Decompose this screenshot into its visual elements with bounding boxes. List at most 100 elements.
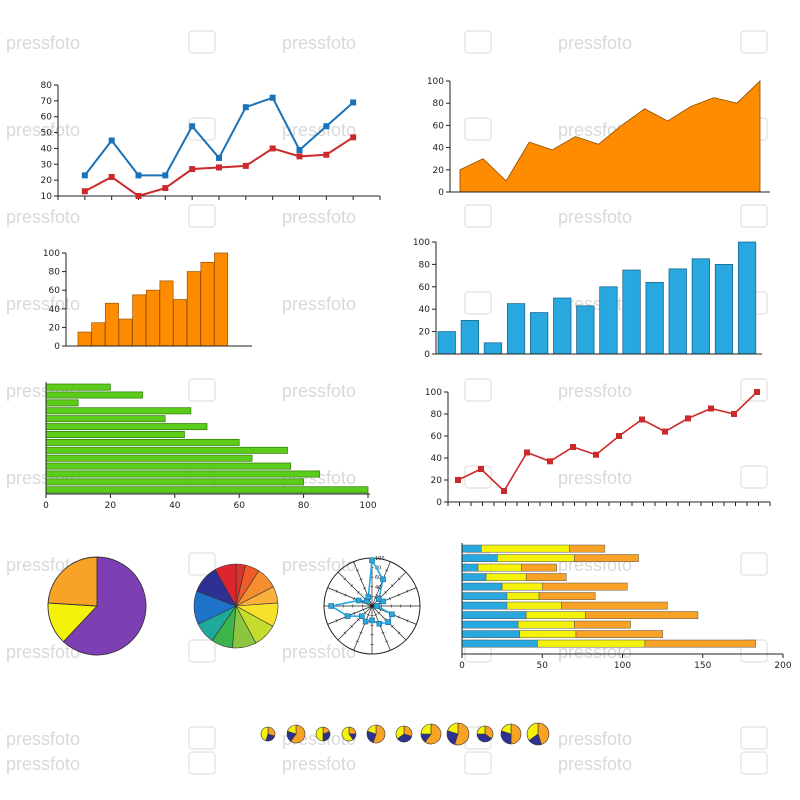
line-two-series-y-tick-label: 50 [41, 129, 53, 139]
radar-point [344, 613, 351, 619]
stacked-hbar-segment-series-0 [461, 563, 479, 572]
chart-line-two-series: 10 20 30 40 50 60 70 80 [41, 81, 381, 202]
radar-point [376, 620, 383, 627]
watermark-logo-icon [188, 378, 216, 402]
watermark-logo-icon [464, 291, 492, 315]
radar-tick [355, 569, 359, 572]
radar-point [362, 618, 369, 625]
line-two-series-point [135, 172, 142, 179]
radar-tick [391, 584, 394, 587]
radar-tick [362, 608, 364, 612]
hbar-green-x-tick-label: 100 [359, 501, 376, 511]
stacked-hbar-segment-series-0 [461, 544, 482, 553]
stacked-hbar-segment-series-0 [461, 592, 508, 600]
line-two-series-y-tick-label: 30 [41, 160, 53, 170]
hbar-green-bar [45, 470, 321, 478]
radar-tick [406, 589, 409, 593]
pie-rainbow-slice [214, 563, 237, 608]
line-two-series-point [135, 193, 142, 199]
watermark-logo-icon [740, 465, 768, 489]
watermark-logo-icon [740, 204, 768, 228]
mini-pie-3-slice [341, 726, 354, 742]
watermark-text: pressfoto [558, 754, 632, 774]
watermark-logo-icon [188, 117, 216, 141]
hbar-green-bar [45, 478, 304, 486]
hbar-green-x-tick-label: 60 [233, 501, 245, 511]
stacked-hbar-segment-series-2 [521, 563, 557, 572]
radar-tick [385, 640, 389, 643]
line-two-series-point [81, 172, 88, 179]
watermark-logo-icon [740, 726, 768, 750]
line-red-point [593, 451, 599, 458]
line-two-series-y-tick-label: 80 [41, 81, 53, 91]
watermark-text: pressfoto [282, 294, 356, 314]
line-red-point [524, 449, 530, 456]
stacked-hbar-segment-series-0 [461, 582, 503, 591]
hbar-green-bar [45, 462, 292, 470]
watermark-logo-icon [464, 751, 492, 775]
stacked-hbar-segment-series-2 [585, 611, 699, 619]
radar-r-tick-label: 80 [375, 566, 381, 572]
radar-tick [384, 591, 387, 594]
stacked-hbar-segment-series-2 [561, 601, 668, 610]
watermark-layer: pressfoto pressfoto pressfoto pressfoto pres… [6, 30, 768, 775]
hbar-green-bar [45, 391, 143, 399]
hbar-green-bar [45, 383, 111, 391]
chart-mini-pies [260, 722, 550, 746]
line-two-series-point [216, 154, 222, 161]
mini-pie-9-slice [501, 723, 512, 735]
radar-tick [397, 593, 400, 597]
mini-pie-8-slice [476, 733, 492, 743]
radar-tick [359, 578, 363, 581]
hbar-green-bar [45, 407, 192, 415]
mini-pie-8-slice [476, 725, 486, 735]
hbar-green-bar [45, 446, 288, 454]
stacked-hbar-segment-series-1 [501, 582, 543, 591]
bar-orange-bar [77, 331, 92, 347]
area-orange-y-tick-label: 0 [438, 188, 444, 198]
line-two-series-point [81, 188, 88, 195]
radar-point [328, 603, 334, 609]
area-orange-area [459, 80, 761, 193]
bar-blue-bar [460, 320, 479, 355]
line-red-y-tick-label: 40 [431, 454, 443, 464]
radar-tick [335, 619, 338, 623]
line-red-point [662, 428, 668, 435]
radar-point [355, 597, 362, 604]
radar-tick [335, 589, 338, 593]
line-red-point [754, 389, 760, 395]
area-orange-y-tick-label: 80 [433, 99, 445, 109]
radar-tick [385, 569, 389, 572]
bar-blue-bar [553, 297, 572, 355]
radar-tick [397, 615, 400, 619]
mini-pie-2-slice [315, 726, 324, 742]
watermark-logo-icon [464, 117, 492, 141]
bar-orange-bar [91, 322, 106, 347]
charts-layer: 10 20 30 40 50 60 70 80 0 20 40 60 80 100 0 20 40 60 80 100… [41, 77, 792, 746]
bar-blue-bar [483, 342, 503, 355]
bar-blue-bar [714, 264, 734, 355]
bar-blue-bar [737, 241, 757, 355]
line-two-series-point [269, 145, 276, 152]
watermark-text: pressfoto [6, 729, 80, 749]
hbar-green-bar [45, 415, 166, 423]
line-red-point [639, 416, 645, 423]
watermark-logo-icon [188, 552, 216, 576]
line-two-series-y-tick-label: 10 [41, 192, 53, 202]
stacked-hbar-x-tick-label: 100 [614, 661, 631, 671]
line-red-point [501, 488, 507, 494]
bar-blue-bar [668, 268, 687, 355]
stacked-hbar-segment-series-0 [461, 554, 498, 562]
stacked-hbar-segment-series-1 [497, 554, 575, 562]
line-red-point [455, 477, 461, 483]
mini-pie-7-slice [447, 722, 459, 735]
watermark-text: pressfoto [282, 754, 356, 774]
line-two-series-point [162, 172, 169, 179]
line-red-point [547, 458, 553, 465]
mini-pie-10-slice [537, 722, 550, 745]
radar-tick [391, 625, 394, 628]
watermark-text: pressfoto [6, 33, 80, 53]
chart-area-orange: 0 20 40 60 80 100 [427, 77, 770, 198]
stacked-hbar-segment-series-2 [538, 592, 596, 600]
